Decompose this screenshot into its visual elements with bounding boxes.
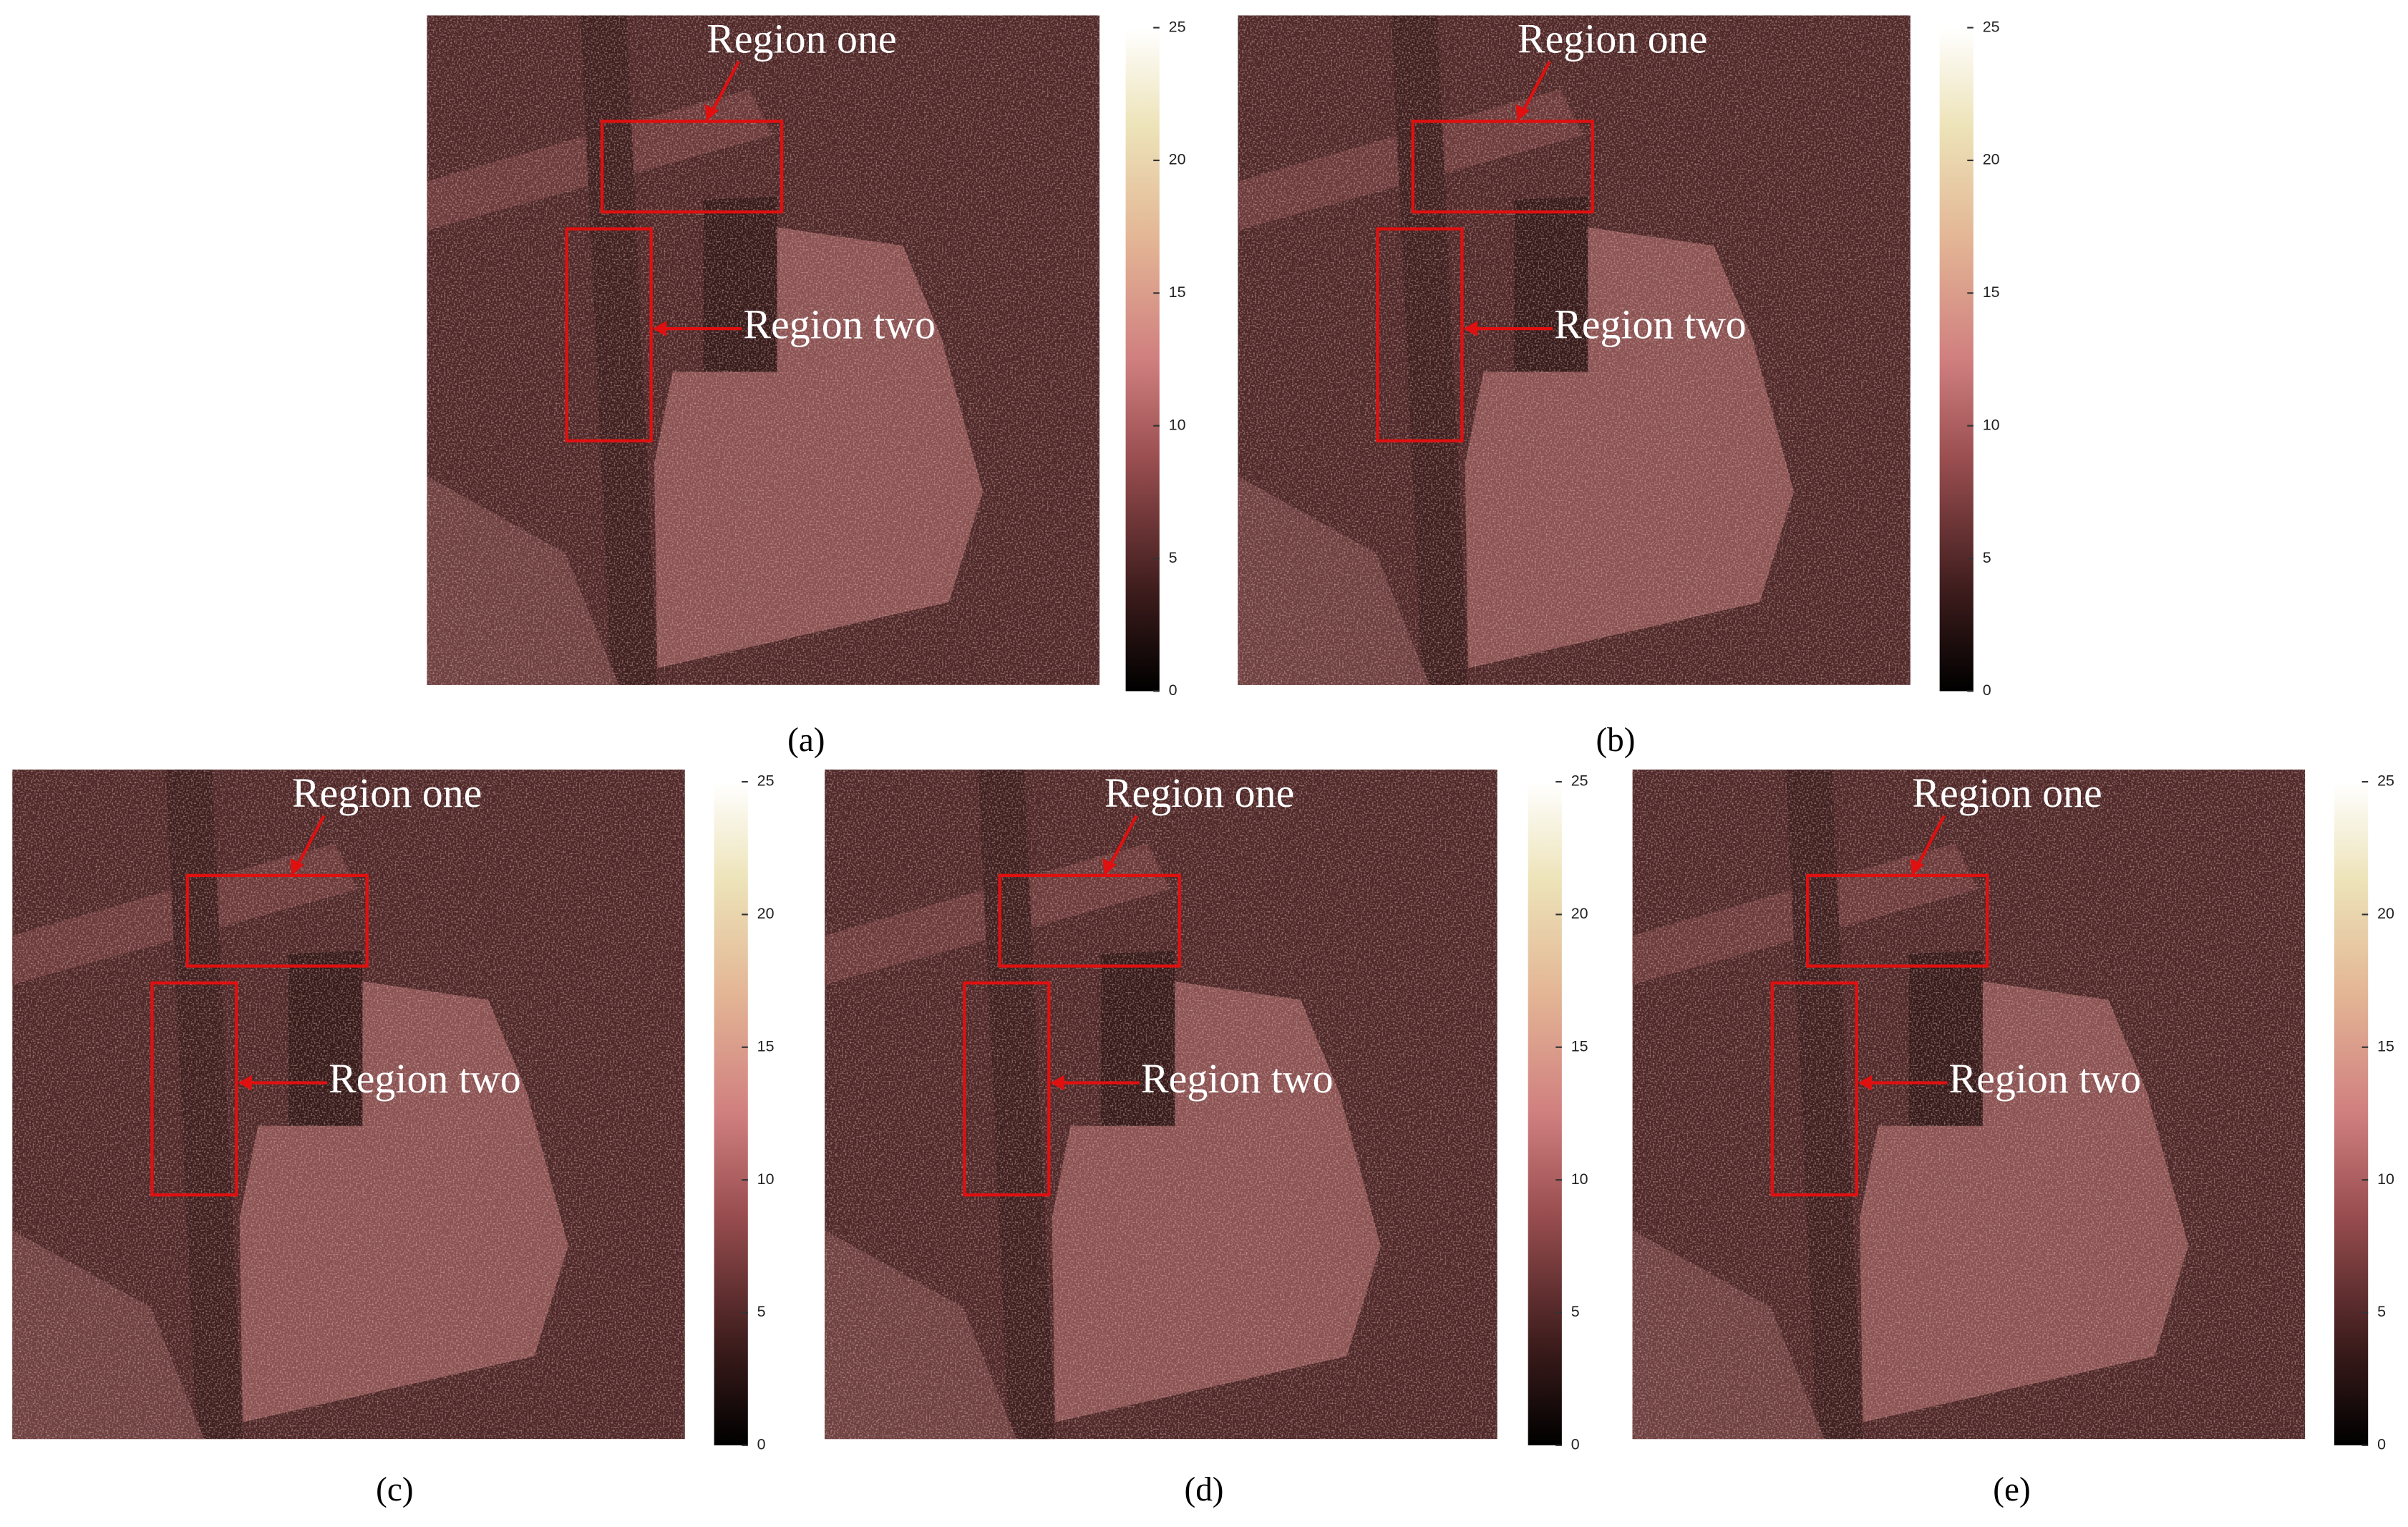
region-one-box	[600, 120, 784, 214]
colorbar-tick-label: 20	[2377, 905, 2394, 922]
colorbar-tick-label: 25	[757, 772, 775, 790]
colorbar-tick-label: 0	[1571, 1436, 1580, 1453]
panel: Region one Region two 0 5 10 15 20 25 (e)	[1633, 770, 2394, 1508]
region-one-label: Region one	[1518, 15, 1707, 62]
region-two-box	[150, 981, 238, 1197]
sar-image	[1238, 15, 1911, 684]
panel-caption: (b)	[1596, 722, 1635, 759]
colorbar-tick-label: 0	[1983, 682, 1991, 699]
colorbar-tick-label: 25	[2377, 772, 2394, 790]
colorbar	[1125, 27, 1160, 692]
arrow-two-head	[1463, 321, 1477, 336]
panel: Region one Region two 0 5 10 15 20 25 (b)	[1238, 15, 2000, 759]
colorbar-tick-label: 10	[1169, 416, 1186, 433]
colorbar-tick-label: 25	[1983, 18, 2000, 35]
arrow-one	[711, 60, 740, 112]
region-two-label: Region two	[743, 301, 936, 347]
colorbar-tick-label: 15	[1571, 1037, 1588, 1055]
colorbar-tick-label: 10	[757, 1170, 775, 1188]
colorbar-tick-label: 5	[1571, 1303, 1580, 1320]
colorbar-tick-label: 20	[1571, 905, 1588, 922]
arrow-two-head	[238, 1075, 252, 1091]
panel-caption: (c)	[376, 1471, 413, 1508]
colorbar-tick-label: 5	[757, 1303, 766, 1320]
region-one-box	[998, 873, 1181, 968]
colorbar	[2334, 782, 2369, 1445]
sar-image	[825, 770, 1497, 1439]
region-one-label: Region one	[292, 770, 482, 816]
colorbar-tick-label: 0	[2377, 1436, 2386, 1453]
arrow-one-head	[1515, 104, 1530, 122]
colorbar-tick-label: 20	[1983, 151, 2000, 168]
arrow-one-head	[1910, 858, 1925, 876]
region-two-label: Region two	[1554, 301, 1747, 347]
region-two-box	[565, 227, 653, 442]
region-one-box	[1805, 873, 1989, 968]
panel-caption: (a)	[787, 722, 825, 759]
colorbar-tick-label: 5	[1169, 549, 1178, 566]
colorbar-tick-label: 15	[757, 1037, 775, 1055]
colorbar-tick-label: 10	[2377, 1170, 2394, 1188]
region-one-box	[1411, 120, 1594, 214]
colorbar-tick-label: 5	[2377, 1303, 2386, 1320]
arrow-one-head	[290, 858, 304, 876]
colorbar-tick-label: 0	[757, 1436, 766, 1453]
sar-image	[12, 770, 685, 1439]
region-two-label: Region two	[1141, 1055, 1334, 1102]
colorbar-tick-label: 15	[1169, 283, 1186, 301]
region-one-label: Region one	[707, 15, 896, 62]
arrow-one	[1109, 815, 1138, 866]
panel: Region one Region two 0 5 10 15 20 25 (c)	[12, 770, 775, 1508]
region-one-label: Region one	[1912, 770, 2102, 816]
arrow-one	[296, 815, 326, 866]
colorbar-tick-label: 10	[1983, 416, 2000, 433]
arrow-one	[1522, 60, 1551, 112]
region-two-label: Region two	[1949, 1055, 2142, 1102]
colorbar-tick-label: 0	[1169, 682, 1178, 699]
colorbar	[714, 782, 748, 1445]
panel-caption: (d)	[1184, 1471, 1223, 1508]
colorbar	[1939, 27, 1974, 692]
panel: Region one Region two 0 5 10 15 20 25 (a)	[427, 15, 1186, 759]
arrow-two-head	[1050, 1075, 1064, 1091]
arrow-one-head	[1102, 858, 1117, 876]
sar-image	[427, 15, 1099, 684]
colorbar-tick-label: 25	[1169, 18, 1186, 35]
colorbar-tick-label: 15	[1983, 283, 2000, 301]
region-two-label: Region two	[329, 1055, 521, 1102]
arrow-one	[1916, 815, 1946, 866]
arrow-one-head	[704, 104, 719, 122]
colorbar-tick-label: 20	[1169, 151, 1186, 168]
arrow-two-head	[652, 321, 667, 336]
sar-image	[1633, 770, 2306, 1439]
region-two-box	[963, 981, 1051, 1197]
colorbar-tick-label: 25	[1571, 772, 1588, 790]
colorbar-tick-label: 5	[1983, 549, 1991, 566]
panel: Region one Region two 0 5 10 15 20 25 (d)	[825, 770, 1588, 1508]
colorbar-tick-label: 20	[757, 905, 775, 922]
region-one-box	[185, 873, 369, 968]
colorbar-tick-label: 10	[1571, 1170, 1588, 1188]
region-two-box	[1770, 981, 1858, 1197]
arrow-two-head	[1858, 1075, 1873, 1091]
colorbar-tick-label: 15	[2377, 1037, 2394, 1055]
colorbar	[1528, 782, 1562, 1445]
region-two-box	[1376, 227, 1464, 442]
panel-caption: (e)	[1993, 1471, 2030, 1508]
region-one-label: Region one	[1105, 770, 1294, 816]
